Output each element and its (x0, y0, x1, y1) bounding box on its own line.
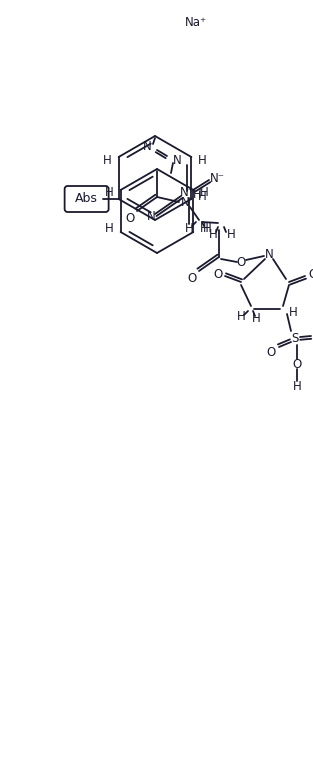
Text: O: O (236, 255, 246, 268)
Text: Abs: Abs (75, 193, 98, 206)
Text: H: H (198, 154, 207, 167)
Text: N: N (146, 211, 155, 224)
Text: O: O (213, 267, 223, 280)
Text: H: H (293, 380, 301, 393)
Text: H: H (192, 187, 201, 200)
Text: O: O (308, 267, 313, 280)
Text: H: H (227, 228, 235, 241)
Text: H: H (252, 312, 260, 325)
Text: O: O (126, 212, 135, 225)
Text: N: N (264, 248, 273, 261)
Text: H: H (103, 154, 112, 167)
Text: N: N (181, 196, 189, 209)
FancyBboxPatch shape (64, 186, 109, 212)
Text: H: H (200, 222, 209, 235)
Text: H: H (185, 222, 193, 235)
Text: N: N (143, 140, 151, 153)
Text: N⁺: N⁺ (180, 186, 194, 199)
Text: O: O (292, 358, 302, 371)
Text: H: H (105, 186, 114, 199)
Text: S: S (291, 332, 299, 345)
Text: H: H (198, 189, 207, 202)
Text: N: N (173, 154, 181, 167)
Text: H: H (237, 310, 245, 323)
Text: N⁻: N⁻ (209, 171, 224, 184)
Text: Na⁺: Na⁺ (185, 15, 207, 28)
Text: H: H (203, 222, 211, 235)
Text: O: O (266, 345, 276, 358)
Text: H: H (209, 228, 217, 241)
Text: H: H (105, 222, 114, 235)
Text: H: H (289, 306, 297, 319)
Text: H: H (200, 186, 209, 199)
Text: O: O (187, 271, 197, 284)
